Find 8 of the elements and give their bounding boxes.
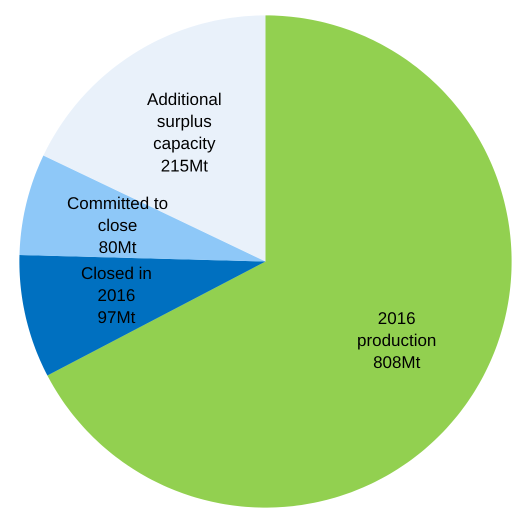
slice-label: Closed in 2016 — [81, 264, 152, 306]
data-label: 97Mt — [98, 308, 136, 328]
slice-label: 2016 production — [357, 309, 436, 350]
slice-label: Additional surplus capacity — [147, 90, 222, 154]
data-label: 215Mt — [160, 156, 208, 176]
data-label: 80Mt — [98, 238, 137, 258]
data-label: 808Mt — [373, 353, 421, 372]
slice-label: Committed to close — [67, 194, 168, 236]
